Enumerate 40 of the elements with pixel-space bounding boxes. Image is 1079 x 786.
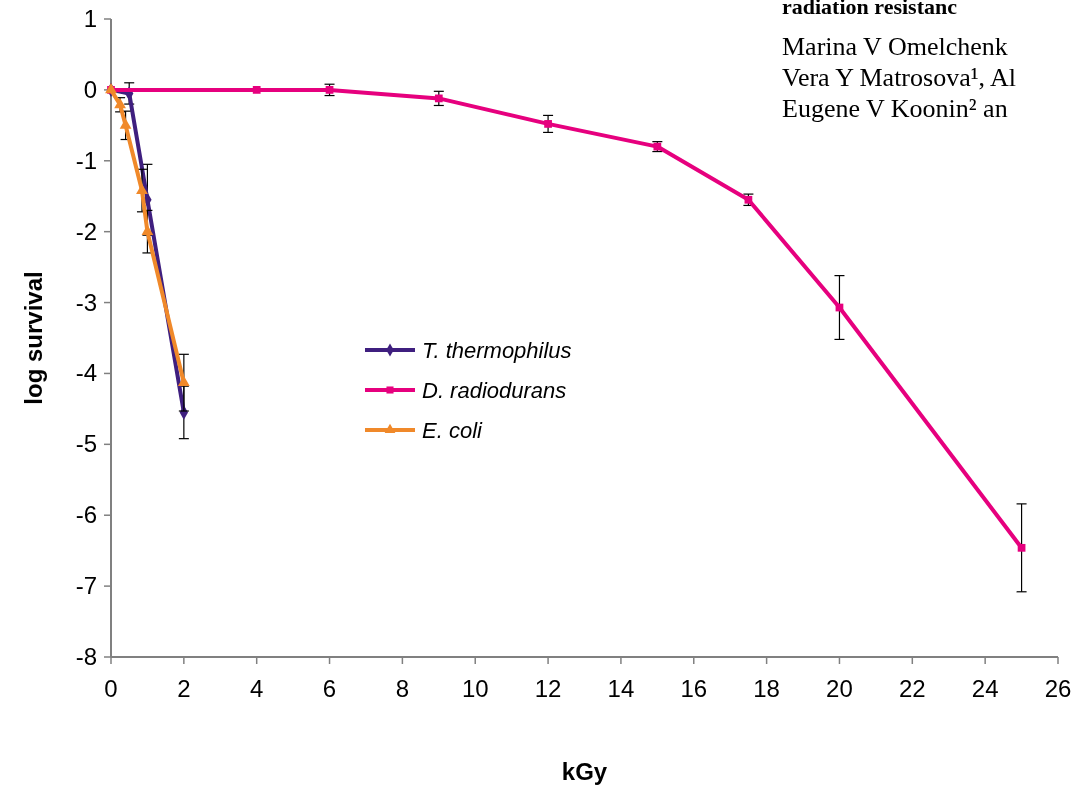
- x-tick-label: 4: [250, 675, 264, 702]
- x-tick-label: 6: [322, 675, 337, 702]
- legend-label: D. radiodurans: [422, 378, 567, 403]
- x-tick-label: 20: [826, 675, 853, 702]
- x-tick-label: 8: [395, 675, 410, 702]
- y-tick-label: -3: [75, 288, 97, 316]
- x-tick-label: 0: [104, 675, 118, 702]
- x-tick-label: 18: [753, 675, 780, 702]
- y-tick-label: -2: [75, 217, 97, 245]
- x-tick-label: 16: [680, 675, 708, 702]
- y-tick-label: -8: [75, 643, 97, 670]
- point: [252, 86, 261, 94]
- x-axis-title: kGy: [561, 758, 608, 785]
- y-tick-label: -7: [75, 572, 97, 600]
- y-tick-label: -5: [75, 430, 97, 458]
- x-tick-label: 10: [461, 675, 489, 702]
- x-tick-label: 2: [177, 675, 191, 702]
- annotation: Eugene V Koonin² an: [782, 94, 1008, 123]
- point: [434, 94, 443, 103]
- annotation: Marina V Omelchenk: [782, 32, 1008, 61]
- x-tick-label: 12: [534, 675, 562, 702]
- x-tick-label: 26: [1044, 675, 1072, 702]
- y-tick-label: -1: [75, 146, 97, 174]
- point: [177, 375, 190, 387]
- x-tick-label: 14: [607, 675, 635, 702]
- y-tick-label: -6: [75, 501, 97, 529]
- y-tick-label: 1: [83, 5, 97, 32]
- x-tick-label: 22: [898, 675, 926, 702]
- legend-label: E. coli: [422, 418, 484, 443]
- x-tick-label: 24: [971, 675, 999, 702]
- y-tick-label: 0: [83, 75, 97, 103]
- point: [544, 120, 552, 128]
- legend-label: T. thermophilus: [422, 338, 572, 363]
- point: [114, 97, 126, 109]
- y-tick-label: -4: [75, 359, 97, 387]
- annotation: Vera Y Matrosova¹, Al: [782, 63, 1017, 92]
- y-axis-title: log survival: [20, 271, 47, 405]
- point: [136, 183, 148, 194]
- point: [119, 118, 132, 129]
- point: [1017, 543, 1026, 552]
